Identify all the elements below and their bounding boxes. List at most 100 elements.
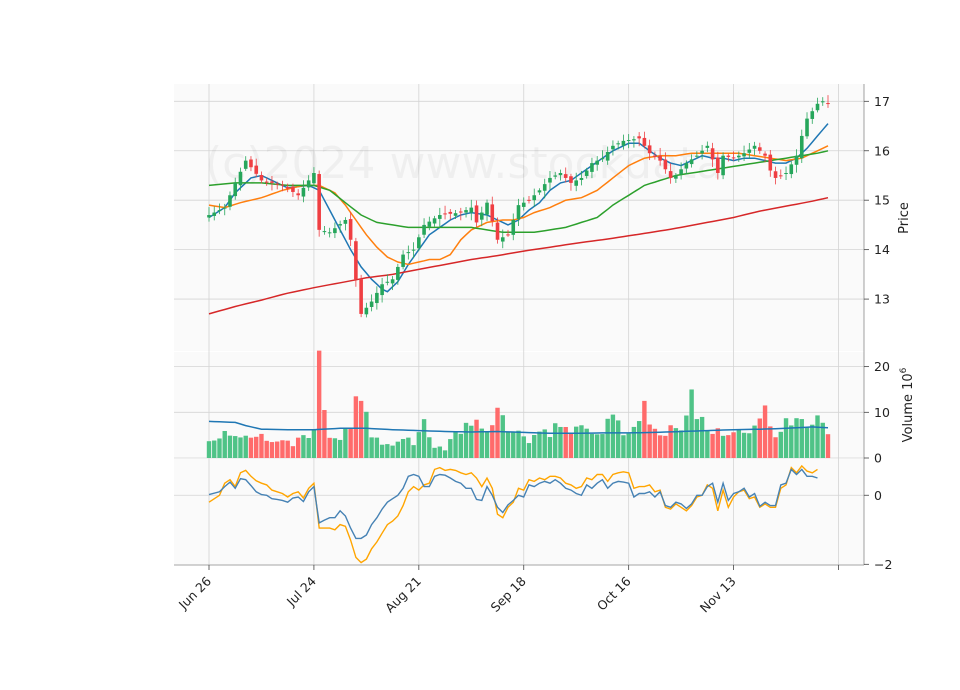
candle-body	[695, 155, 699, 157]
candle-body	[238, 171, 243, 186]
volume-bar	[206, 441, 212, 458]
candle	[327, 227, 332, 238]
candle	[789, 161, 794, 179]
candle	[458, 207, 463, 221]
volume-bar	[385, 444, 390, 458]
y-tick-label: 13	[874, 292, 890, 307]
volume-bar	[484, 432, 490, 458]
candle	[228, 191, 232, 211]
volume-bar	[532, 435, 537, 458]
volume-bar	[274, 441, 280, 458]
candle	[443, 205, 447, 220]
ma_long-line	[208, 196, 829, 315]
volume-bar	[626, 433, 631, 458]
volume-bar	[290, 446, 296, 458]
candle-body	[773, 171, 778, 178]
candle	[695, 151, 699, 159]
candle-body	[401, 254, 405, 267]
candle-body	[668, 171, 673, 178]
y-tick-label: 20	[874, 359, 890, 374]
volume-bar	[820, 422, 825, 458]
volume-bar	[542, 429, 547, 458]
candle	[574, 172, 579, 192]
candle-body	[716, 157, 720, 173]
volume-bar	[526, 443, 532, 458]
candle	[396, 263, 400, 285]
candle-body	[243, 160, 248, 169]
volume-bar	[794, 418, 799, 458]
candle	[233, 177, 238, 200]
candle	[815, 97, 820, 113]
candle-body	[542, 184, 547, 191]
candle	[464, 206, 468, 218]
candle-body	[380, 284, 384, 296]
candle	[716, 151, 720, 180]
volume-bar	[694, 419, 700, 458]
volume-bar	[453, 432, 458, 458]
candle	[243, 156, 248, 171]
volume-bar	[799, 419, 804, 458]
candle	[453, 209, 458, 219]
candle-body	[726, 155, 731, 157]
candle-body	[632, 139, 636, 141]
price-axis-title: Price	[897, 202, 912, 234]
y-tick-label: 10	[874, 405, 890, 420]
volume-bar	[804, 427, 810, 458]
candle	[616, 140, 620, 150]
candle-body	[548, 177, 552, 183]
y-tick-label: 0	[874, 488, 882, 503]
candle	[527, 196, 531, 204]
candle-body	[254, 165, 259, 174]
candle	[626, 134, 631, 149]
candle	[632, 136, 636, 148]
volume-bar	[631, 426, 637, 458]
candle	[653, 151, 657, 160]
volume-bar	[458, 433, 463, 458]
candle	[742, 145, 746, 161]
volume-bar	[511, 431, 516, 458]
indicator-lines	[208, 464, 818, 564]
candle-body	[500, 237, 505, 242]
volume-bar	[395, 441, 401, 458]
candle-body	[322, 231, 327, 233]
volume-bar	[269, 442, 275, 458]
candle	[679, 162, 683, 180]
candle-body	[233, 182, 238, 197]
candle	[474, 200, 479, 227]
volume-bar	[479, 428, 484, 458]
candle	[296, 189, 300, 200]
candle	[422, 218, 426, 238]
volume-bar	[636, 421, 642, 458]
candle	[737, 151, 741, 162]
candle-body	[647, 145, 652, 154]
indicator-line-a	[208, 468, 818, 540]
candle-body	[574, 180, 579, 186]
volume-bar	[227, 435, 233, 458]
candle-body	[264, 181, 269, 183]
volume-bar	[474, 419, 479, 458]
volume-bar	[264, 440, 269, 458]
candle-body	[689, 159, 694, 165]
volume-bar	[705, 430, 710, 458]
candle-body	[584, 170, 589, 176]
volume-bar	[505, 431, 511, 458]
candle-body	[495, 222, 500, 240]
candle-body	[479, 212, 484, 220]
candle-body	[778, 175, 783, 177]
candle-body	[605, 151, 610, 161]
candle	[364, 302, 369, 318]
volume-bar	[621, 435, 626, 458]
volume-bar	[337, 439, 343, 458]
volume-bar	[537, 431, 542, 458]
candle-body	[438, 215, 442, 219]
volume-bar	[726, 435, 731, 458]
volume-bar	[668, 425, 673, 458]
volume-axis-title: Volume 106	[899, 367, 916, 442]
candle	[553, 171, 558, 180]
candle-body	[306, 180, 311, 188]
candle	[663, 152, 668, 174]
candle-body	[485, 202, 489, 215]
volume-bar	[747, 433, 752, 458]
volume-bar	[736, 429, 742, 458]
volume-bar	[684, 415, 689, 458]
